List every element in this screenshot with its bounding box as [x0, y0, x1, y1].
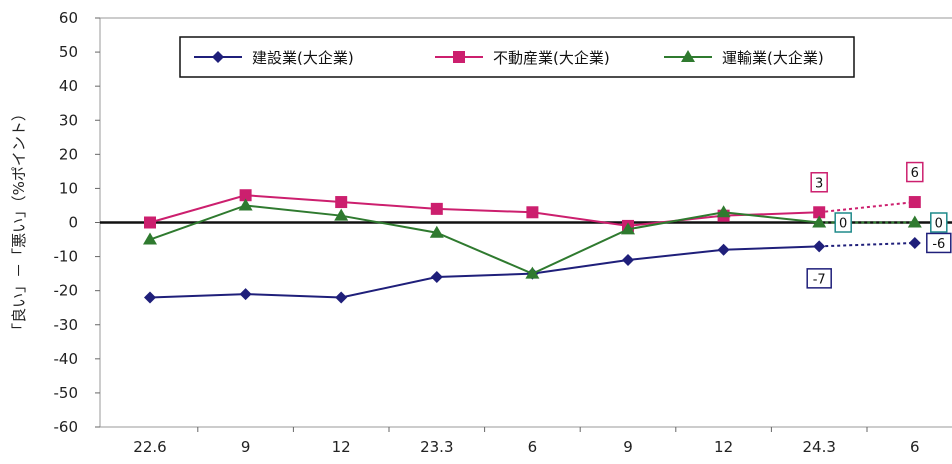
y-tick-label: 40 [59, 77, 78, 95]
data-point-0-7 [813, 240, 826, 253]
data-point-1-7 [813, 206, 826, 219]
y-axis-label: 「良い」－「悪い」（%ポイント） [10, 106, 28, 338]
data-label-box [810, 172, 828, 193]
y-tick-label: -10 [54, 248, 79, 266]
legend-label-0: 建設業(大企業) [252, 49, 354, 67]
data-point-1-2 [335, 196, 348, 209]
y-tick-label: -60 [54, 418, 79, 436]
data-label: -7 [813, 272, 826, 287]
data-label: 0 [839, 217, 847, 232]
data-point-0-0 [144, 291, 156, 304]
data-point-1-1 [239, 189, 252, 202]
legend-box [179, 36, 855, 78]
legend-marker-2 [681, 50, 695, 62]
y-tick-label: 60 [59, 9, 78, 27]
x-tick-label: 12 [714, 438, 733, 456]
y-tick-label: 20 [59, 145, 78, 163]
legend-label-1: 不動産業(大企業) [493, 49, 610, 67]
data-point-0-1 [239, 288, 252, 301]
data-point-0-8 [908, 236, 921, 249]
data-point-1-8 [908, 196, 921, 209]
y-tick-label: 10 [59, 179, 78, 197]
data-point-2-8 [907, 215, 922, 228]
legend-marker-0 [212, 51, 224, 63]
data-point-0-2 [335, 291, 348, 304]
legend-marker-1 [453, 51, 465, 63]
x-tick-label: 23.3 [420, 438, 453, 456]
data-point-2-7 [812, 215, 827, 228]
data-point-1-0 [144, 216, 156, 229]
data-point-0-3 [430, 271, 443, 284]
data-point-1-3 [430, 202, 443, 215]
data-point-1-4 [526, 206, 539, 219]
y-tick-label: -50 [54, 384, 79, 402]
series-line-2 [149, 204, 820, 275]
data-label: -6 [932, 237, 945, 252]
legend-label-2: 運輸業(大企業) [722, 49, 824, 67]
series-line-0 [149, 245, 820, 299]
y-tick-label: 50 [59, 43, 78, 61]
x-tick-label: 9 [241, 438, 251, 456]
y-tick-label: -40 [54, 350, 79, 368]
x-tick-label: 24.3 [802, 438, 835, 456]
data-point-2-2 [334, 208, 349, 221]
data-point-2-5 [621, 222, 635, 235]
data-point-2-4 [525, 266, 540, 279]
series-forecast-line-0 [819, 241, 915, 248]
data-point-2-0 [143, 232, 157, 245]
data-label: 0 [935, 217, 943, 232]
data-label-box [906, 161, 924, 183]
data-point-0-5 [622, 253, 634, 266]
x-tick-label: 9 [623, 438, 633, 456]
series-forecast-line-1 [819, 201, 915, 214]
x-tick-label: 22.6 [133, 438, 166, 456]
x-tick-label: 6 [528, 438, 538, 456]
x-tick-label: 12 [332, 438, 351, 456]
data-label: 6 [911, 166, 919, 181]
data-point-2-3 [429, 225, 444, 238]
data-point-2-1 [238, 198, 253, 211]
y-tick-label: -30 [54, 316, 79, 334]
data-label: 3 [815, 176, 823, 191]
y-tick-label: -20 [54, 282, 79, 300]
y-tick-label: 30 [59, 111, 78, 129]
data-label-box [930, 212, 948, 233]
data-label-box [806, 268, 832, 289]
y-tick-label: 0 [68, 214, 78, 232]
x-tick-label: 6 [910, 438, 920, 456]
data-point-0-6 [717, 243, 730, 256]
series-line-1 [149, 194, 820, 227]
data-point-2-6 [716, 205, 731, 218]
data-label-box [834, 212, 852, 233]
data-label-box [926, 232, 952, 254]
